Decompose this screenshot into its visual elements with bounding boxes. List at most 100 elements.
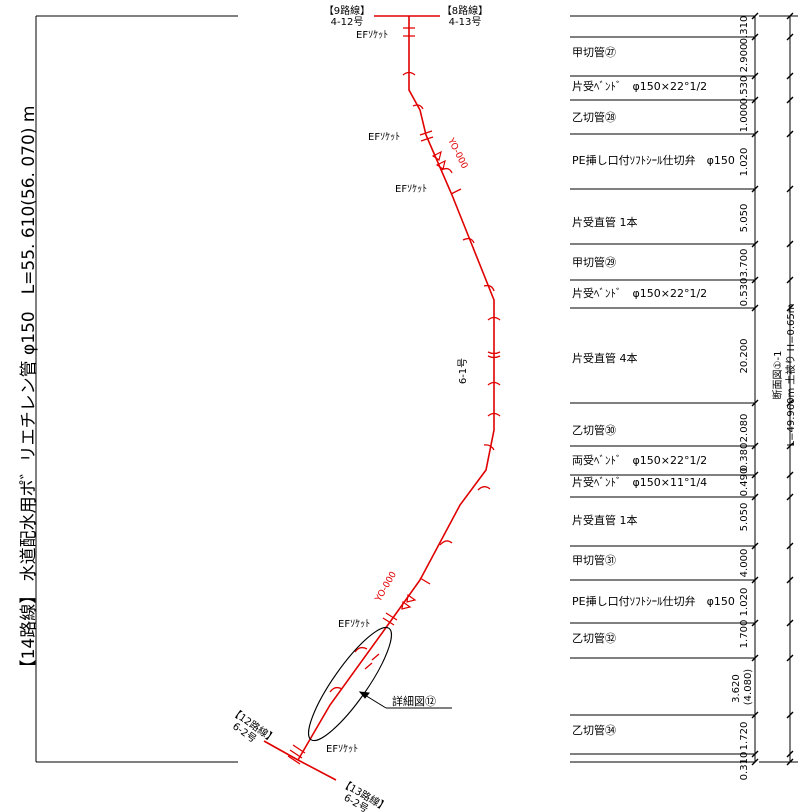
ef-socket-label: EFｿｹｯﾄ [368, 131, 400, 143]
dimension-tick [786, 493, 794, 501]
detail-callout-ellipse [308, 626, 392, 742]
dim-label: 0.310 [739, 752, 750, 781]
yo-label-upper: YO-000 [445, 136, 469, 171]
route-labels: 【9路線】 4-12号 【8路線】 4-13号 6-1号 【12路線】 6-2号… [228, 4, 488, 812]
dim-label: 0.530 [739, 278, 750, 307]
dimension-tick [786, 185, 794, 193]
ef-socket-label: EFｿｹｯﾄ [326, 743, 358, 755]
pipe-item-label: 片受ﾍﾞﾝﾄﾞ φ150×22°1/2 [572, 287, 707, 300]
dimension-tick [786, 399, 794, 407]
pipe-item-labels: 甲切管㉗ 片受ﾍﾞﾝﾄﾞ φ150×22°1/2 乙切管㉘ PE挿し口付ｿﾌﾄｼ… [572, 45, 735, 737]
dimension-tick [751, 654, 759, 662]
dimension-tick [786, 542, 794, 550]
pipe-item-label: 乙切管㉜ [572, 631, 616, 645]
dimension-tick [786, 130, 794, 138]
dimension-tick [751, 471, 759, 479]
dimension-tick [786, 758, 794, 766]
route-8-label: 【8路線】 [442, 4, 488, 17]
dimension-tick [786, 12, 794, 20]
dimension-tick [751, 750, 759, 758]
dimension-tick [751, 33, 759, 41]
dim-label: 0.310 [739, 16, 750, 45]
dim-label: 1.720 [739, 722, 750, 751]
dimension-tick [751, 711, 759, 719]
dimension-tick [786, 471, 794, 479]
dim-label: 0.530 [739, 76, 750, 105]
dimension-tick [786, 304, 794, 312]
dimension-tick [751, 130, 759, 138]
dimension-labels: 0.310 2.900 0.530 1.000 1.020 5.050 3.70… [731, 16, 754, 781]
dim-label-line: 3.620 [731, 674, 742, 703]
dim-label: 1.020 [739, 148, 750, 177]
dimension-tick [751, 758, 759, 766]
dimension-tick [751, 240, 759, 248]
dimension-tick [751, 72, 759, 80]
dimension-tick [786, 711, 794, 719]
pipe-item-label: 甲切管㉛ [572, 553, 616, 567]
dim-label-line: (4.080) [743, 669, 754, 706]
dim-label: 1.020 [739, 588, 750, 617]
schedule-row-lines [570, 36, 755, 755]
ef-socket-label: EFｿｹｯﾄ [395, 183, 427, 195]
dimension-tick [751, 542, 759, 550]
dim-label: 5.050 [739, 503, 750, 532]
pipe-item-label: 片受直管 1本 [572, 513, 638, 527]
dimension-tick [751, 96, 759, 104]
dimension-tick [751, 442, 759, 450]
pipe-item-label: 片受ﾍﾞﾝﾄﾞ φ150×11°1/4 [572, 476, 707, 489]
dimension-tick [786, 576, 794, 584]
dimension-tick [786, 619, 794, 627]
pipe-joints [287, 27, 501, 765]
valve-symbols [401, 150, 446, 610]
dimension-tick [786, 72, 794, 80]
ef-socket-labels: EFｿｹｯﾄ EFｿｹｯﾄ EFｿｹｯﾄ EFｿｹｯﾄ EFｿｹｯﾄ [326, 29, 427, 755]
pipe-item-label: PE挿し口付ｿﾌﾄｼｰﾙ仕切弁 φ150 [572, 153, 735, 167]
mid-label: 6-1号 [457, 358, 469, 384]
dimension-tick [786, 750, 794, 758]
ef-socket-label: EFｿｹｯﾄ [356, 29, 388, 41]
dimension-tick [786, 240, 794, 248]
route-9-label: 【9路線】 [324, 4, 370, 17]
dimension-tick [751, 276, 759, 284]
dim-label: 0.380 [739, 443, 750, 472]
dim-label: 3.620 (4.080) [731, 669, 754, 706]
detail-label: 詳細図⑫ [392, 694, 436, 708]
pipe-item-label: PE挿し口付ｿﾌﾄｼｰﾙ仕切弁 φ150 [572, 594, 735, 608]
dimension-tick [786, 96, 794, 104]
dim-label: 1.700 [739, 620, 750, 649]
detail-leader [358, 691, 452, 709]
pipe-item-label: 甲切管㉙ [572, 255, 616, 269]
pipe-route [263, 15, 495, 781]
dim-label: 3.700 [739, 249, 750, 278]
schedule-frame [570, 15, 798, 763]
section-label-line1: 断面図①-1 [771, 351, 784, 400]
dimension-tick [751, 304, 759, 312]
section-label-line2: L=49.960m 土被り H=0.65m [784, 304, 797, 447]
drawing-title: 【14路線】 水道配水用ポ゛リエチレン管 φ150 L=55. 610(56. … [19, 106, 39, 677]
dimension-tick [751, 185, 759, 193]
dim-label: 0.490 [739, 468, 750, 497]
dim-label: 4.000 [739, 549, 750, 578]
section-label: 断面図①-1 L=49.960m 土被り H=0.65m [771, 304, 797, 447]
dimension-tick [786, 276, 794, 284]
yo-label-lower: YO-000 [373, 570, 399, 604]
ef-socket-label: EFｿｹｯﾄ [338, 618, 370, 630]
dimension-tick [751, 399, 759, 407]
left-frame [35, 15, 238, 763]
route-8-no: 4-13号 [449, 16, 482, 28]
dimension-tick [786, 654, 794, 662]
pipe-item-label: 乙切管㉚ [572, 423, 616, 437]
dim-label: 2.900 [739, 44, 750, 73]
dimension-ticks [751, 12, 794, 766]
dimension-tick [786, 33, 794, 41]
dimension-tick [751, 576, 759, 584]
pipe-item-label: 片受直管 1本 [572, 215, 638, 229]
dim-label: 2.080 [739, 414, 750, 443]
pipe-item-label: 乙切管㉞ [572, 723, 616, 737]
pipe-item-label: 片受直管 4本 [572, 351, 638, 365]
pipe-item-label: 甲切管㉗ [572, 45, 616, 59]
dim-label: 5.050 [739, 204, 750, 233]
dimension-tick [751, 12, 759, 20]
pipe-item-label: 乙切管㉘ [572, 110, 616, 124]
